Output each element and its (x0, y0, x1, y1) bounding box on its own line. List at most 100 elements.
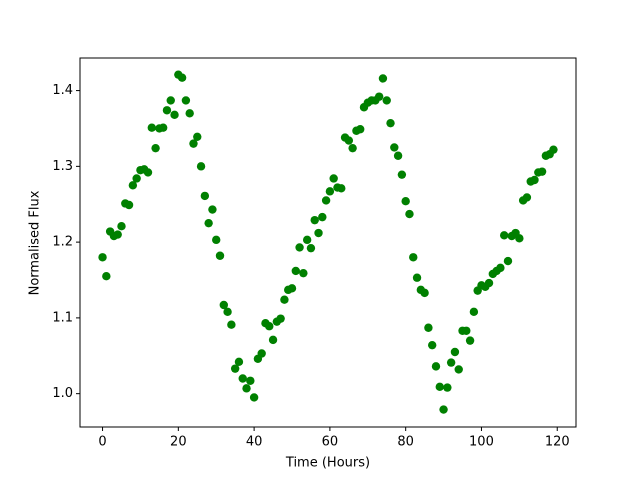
point (147, 123, 157, 132)
point (158, 123, 168, 132)
point (227, 320, 236, 329)
point (515, 234, 524, 243)
point (181, 96, 191, 105)
point (344, 136, 354, 145)
point (257, 349, 266, 358)
point (132, 174, 141, 183)
point (124, 200, 134, 210)
plot-frame (79, 57, 577, 428)
point (151, 143, 160, 153)
point (435, 382, 444, 392)
y-axis-label: Normalised Flux (28, 190, 43, 295)
point (306, 243, 316, 253)
point (443, 383, 452, 392)
point (318, 212, 327, 222)
x-tick-label: 120 (545, 435, 570, 450)
point (537, 167, 547, 176)
x-tick-label: 60 (322, 435, 339, 450)
point (446, 358, 456, 367)
point (185, 109, 194, 118)
point (166, 96, 175, 105)
point (496, 263, 505, 273)
point (549, 145, 558, 154)
point (393, 151, 403, 160)
point (386, 118, 395, 128)
x-tick-label: 0 (98, 435, 106, 450)
point (280, 295, 289, 304)
point (113, 230, 122, 239)
point (329, 174, 338, 183)
point (348, 143, 357, 153)
point (462, 326, 471, 335)
point (465, 336, 475, 345)
point (98, 253, 107, 262)
y-tick-label: 1.3 (52, 159, 73, 174)
point (162, 106, 172, 115)
point (295, 243, 304, 252)
point (196, 162, 206, 171)
point (420, 288, 429, 298)
point (177, 73, 187, 82)
point (310, 215, 319, 225)
point (193, 132, 202, 142)
point (428, 340, 437, 350)
point (405, 209, 414, 219)
point (390, 143, 399, 152)
point (314, 228, 323, 238)
point (321, 196, 331, 205)
point (230, 364, 240, 373)
x-axis-label: Time (Hours) (285, 456, 370, 471)
point (325, 187, 335, 196)
point (302, 235, 312, 245)
point (200, 191, 210, 201)
point (212, 235, 221, 245)
point (382, 96, 391, 105)
point (291, 266, 300, 276)
y-tick-label: 1.2 (52, 235, 73, 250)
x-tick-label: 40 (246, 435, 263, 450)
point (234, 357, 244, 367)
point (215, 251, 225, 260)
point (409, 253, 418, 262)
point (242, 384, 251, 393)
point (378, 74, 388, 83)
point (117, 222, 126, 231)
point (299, 268, 308, 278)
point (469, 307, 479, 317)
point (268, 335, 278, 345)
y-tick-label: 1.1 (52, 310, 73, 325)
point (102, 272, 111, 281)
point (424, 323, 433, 332)
y-tick-label: 1.4 (52, 83, 73, 98)
point (246, 376, 255, 385)
point (276, 314, 285, 323)
point (374, 92, 384, 101)
x-tick-label: 100 (469, 435, 494, 450)
point (170, 110, 179, 120)
point (450, 347, 460, 357)
x-tick-label: 80 (397, 435, 414, 450)
x-tick-label: 20 (170, 435, 187, 450)
point (249, 393, 259, 402)
point (337, 184, 346, 193)
point (401, 197, 410, 206)
point (499, 231, 509, 240)
point (530, 175, 539, 185)
point (208, 205, 217, 214)
point (397, 170, 407, 179)
point (503, 256, 513, 266)
point (522, 193, 532, 202)
point (439, 405, 448, 414)
point (356, 125, 365, 134)
point (128, 181, 138, 190)
point (484, 278, 494, 288)
point (143, 168, 153, 177)
point (223, 307, 232, 317)
point (287, 284, 297, 293)
point (238, 374, 247, 383)
point (204, 218, 213, 228)
point (219, 300, 228, 310)
point (265, 322, 274, 331)
